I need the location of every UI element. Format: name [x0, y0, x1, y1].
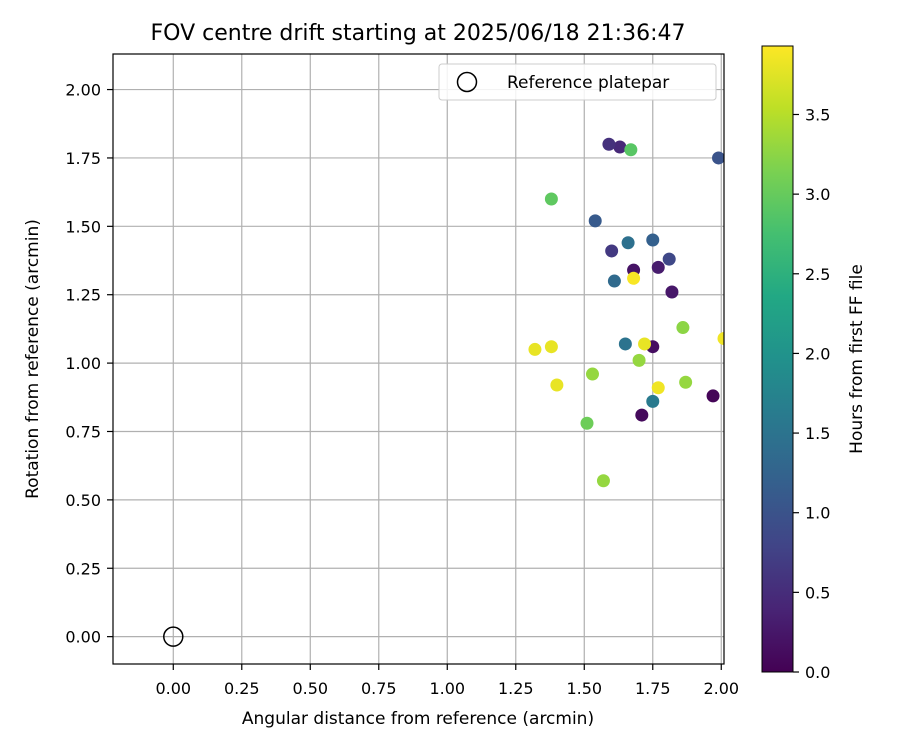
data-point — [676, 321, 690, 335]
plot-area — [113, 54, 724, 664]
data-point — [580, 416, 594, 430]
x-tick-label: 0.00 — [155, 679, 191, 698]
data-point — [638, 337, 652, 351]
data-point — [712, 151, 724, 165]
x-tick-label: 0.75 — [361, 679, 397, 698]
data-point — [665, 285, 679, 299]
y-axis-label: Rotation from reference (arcmin) — [23, 219, 43, 499]
x-tick-label: 1.75 — [635, 679, 671, 698]
axes-frame — [112, 53, 725, 665]
colorbar-tick-label: 3.5 — [805, 105, 830, 124]
data-point — [605, 244, 619, 258]
data-point — [624, 143, 638, 157]
colorbar-ticks: 0.0 0.5 1.0 1.5 2.0 2.5 3.0 3.5 — [793, 105, 830, 682]
y-tick-label: 0.00 — [65, 628, 101, 647]
data-point — [662, 252, 676, 266]
colorbar-tick-label: 1.5 — [805, 424, 830, 443]
chart-title: FOV centre drift starting at 2025/06/18 … — [151, 21, 686, 46]
x-tick-label: 0.50 — [292, 679, 328, 698]
colorbar: 0.0 0.5 1.0 1.5 2.0 2.5 3.0 3.5 Hours from firs… — [761, 45, 867, 682]
x-tick-label: 1.25 — [498, 679, 534, 698]
x-tick-label: 1.50 — [566, 679, 602, 698]
y-tick-label: 2.00 — [65, 81, 101, 100]
legend-marker-icon — [456, 71, 478, 93]
x-tick-label: 1.00 — [429, 679, 465, 698]
data-points — [528, 137, 724, 488]
legend-entry-reference: Reference platepar — [507, 73, 669, 93]
data-point — [632, 353, 646, 367]
colorbar-tick-label: 0.0 — [805, 663, 830, 682]
y-tick-label: 1.75 — [65, 149, 101, 168]
x-tick-label: 2.00 — [703, 679, 739, 698]
data-point — [613, 140, 627, 154]
data-point — [717, 331, 724, 345]
y-tick-label: 1.25 — [65, 286, 101, 305]
axis-ticks: 0.00 0.25 0.50 0.75 1.00 1.25 1.50 1.75 2.00 0.00… — [65, 81, 739, 698]
colorbar-label: Hours from first FF file — [847, 264, 867, 454]
data-point — [635, 408, 649, 422]
data-point — [596, 474, 610, 488]
data-point — [621, 236, 635, 250]
data-point — [679, 375, 693, 389]
data-point — [544, 192, 558, 206]
legend-box — [438, 63, 717, 101]
reference-platepar-marker — [163, 626, 184, 647]
data-point — [706, 389, 720, 403]
data-point — [651, 381, 665, 395]
data-point — [607, 274, 621, 288]
x-axis-label: Angular distance from reference (arcmin) — [242, 709, 594, 729]
data-point — [602, 137, 616, 151]
data-point — [618, 337, 632, 351]
data-point — [550, 378, 564, 392]
y-tick-label: 1.00 — [65, 354, 101, 373]
legend: Reference platepar — [438, 63, 717, 101]
colorbar-tick-label: 2.5 — [805, 265, 830, 284]
data-point — [585, 367, 599, 381]
x-tick-label: 0.25 — [224, 679, 260, 698]
y-tick-label: 0.75 — [65, 422, 101, 441]
y-tick-label: 0.25 — [65, 559, 101, 578]
colorbar-tick-label: 3.0 — [805, 185, 830, 204]
y-tick-label: 0.50 — [65, 491, 101, 510]
data-point — [528, 342, 542, 356]
y-tick-label: 1.50 — [65, 217, 101, 236]
data-point — [646, 233, 660, 247]
data-point — [646, 394, 660, 408]
colorbar-tick-label: 1.0 — [805, 504, 830, 523]
data-point — [627, 271, 641, 285]
data-point — [588, 214, 602, 228]
data-point — [651, 260, 665, 274]
colorbar-tick-label: 2.0 — [805, 344, 830, 363]
data-point — [544, 340, 558, 354]
colorbar-tick-label: 0.5 — [805, 583, 830, 602]
colorbar-gradient — [761, 45, 794, 673]
